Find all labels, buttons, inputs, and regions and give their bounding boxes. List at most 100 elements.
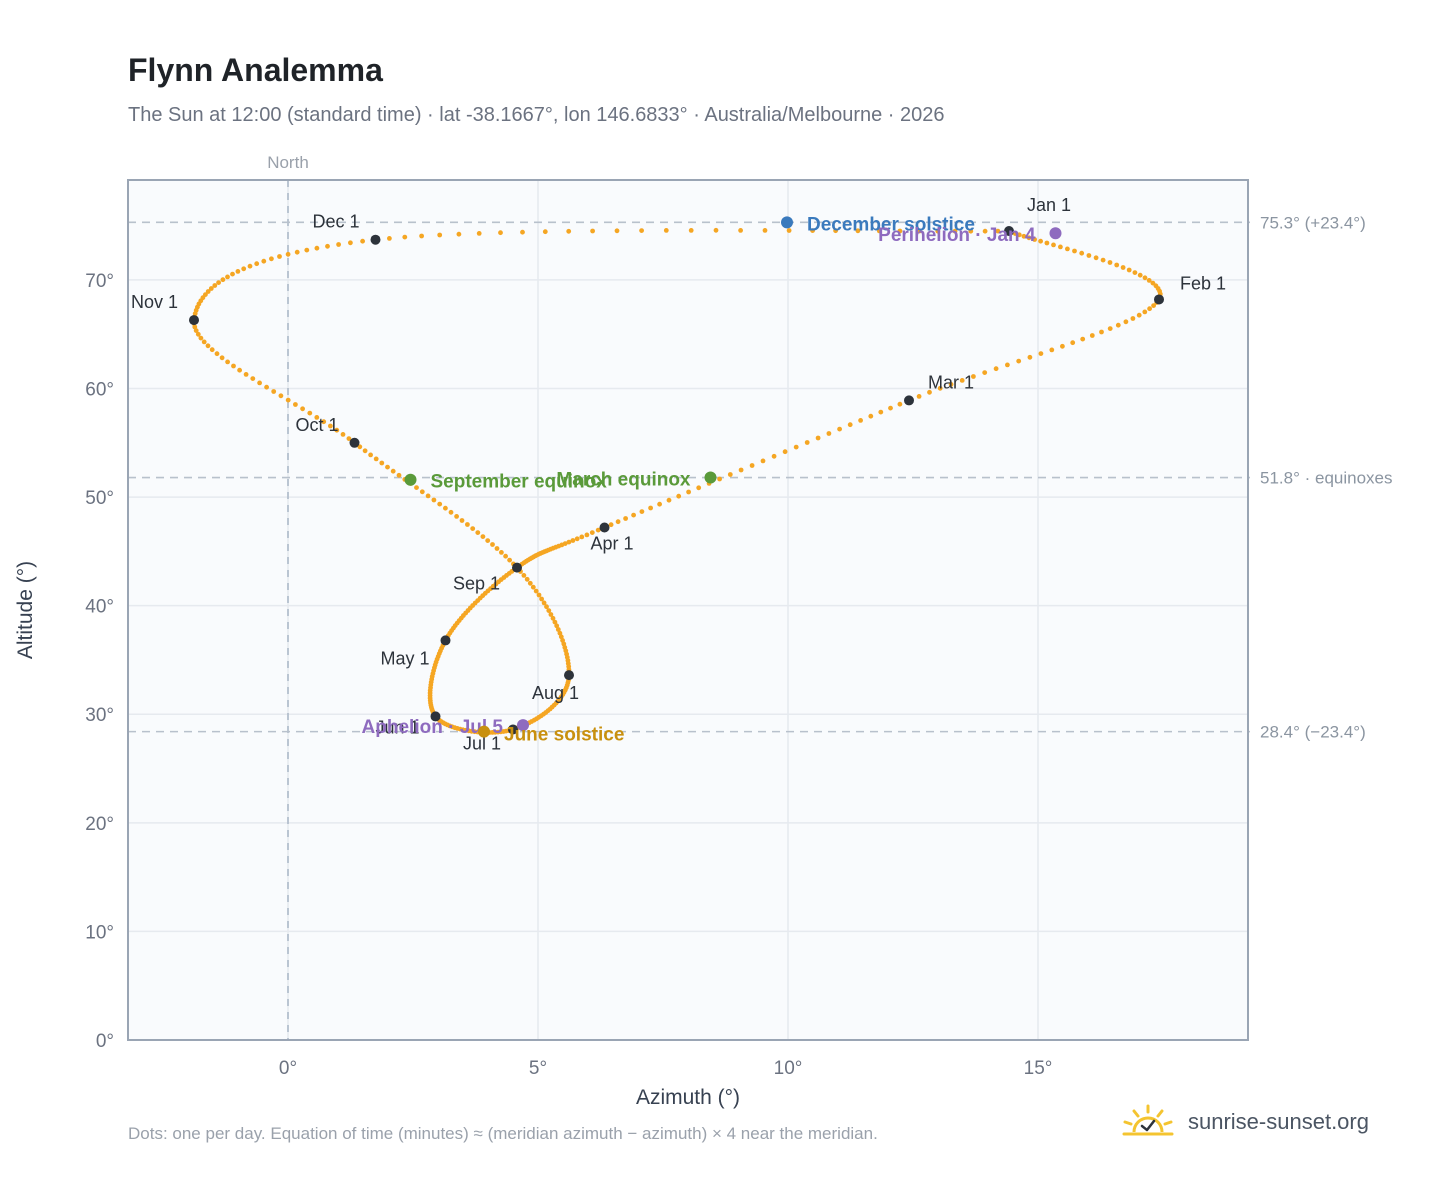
event-label: September equinox (431, 472, 608, 493)
daily-dot (982, 370, 988, 375)
daily-dot (520, 229, 525, 235)
event-marker (1049, 227, 1062, 240)
daily-dot (1137, 272, 1143, 278)
daily-dot (1051, 242, 1056, 248)
daily-dot (269, 256, 274, 262)
daily-dot (304, 247, 310, 253)
daily-dot (771, 453, 777, 459)
daily-dot (917, 228, 922, 234)
daily-dot (300, 406, 305, 412)
month-marker (564, 670, 574, 681)
daily-dot (727, 472, 733, 477)
daily-dot (261, 258, 267, 264)
daily-dot (623, 516, 628, 521)
north-label: North (267, 153, 309, 172)
daily-dot (390, 468, 396, 474)
daily-dot (293, 402, 298, 407)
daily-dot (558, 634, 564, 640)
daily-dot (195, 331, 201, 337)
month-label: Mar 1 (928, 372, 974, 392)
daily-dot (241, 266, 247, 272)
daily-dot (878, 409, 884, 415)
daily-dot (876, 228, 882, 234)
y-axis-title: Altitude (°) (14, 561, 37, 659)
daily-dot (524, 576, 530, 582)
daily-dot (456, 231, 462, 237)
month-label: Apr 1 (591, 533, 634, 553)
x-tick-label: 0° (279, 1058, 297, 1079)
event-marker (404, 473, 417, 486)
daily-dot (786, 228, 792, 233)
daily-dot (666, 497, 672, 503)
daily-dot (498, 230, 503, 236)
daily-dot (815, 435, 821, 441)
daily-dot (760, 458, 766, 464)
daily-dot (555, 627, 561, 632)
brand-link[interactable]: sunrise-sunset.org (1120, 1102, 1369, 1142)
event-marker (517, 719, 529, 732)
daily-dot (360, 238, 365, 244)
daily-dot (1123, 319, 1129, 325)
x-tick-label: 15° (1024, 1058, 1053, 1079)
daily-dot (314, 245, 320, 251)
daily-dot (1086, 253, 1092, 258)
y-tick-label: 40° (85, 597, 114, 618)
brand-name: sunrise-sunset.org (1188, 1109, 1369, 1134)
event-label: Perihelion · Jan 4 (878, 225, 1036, 246)
daily-dot (334, 427, 340, 433)
daily-dot (858, 418, 863, 423)
daily-dot (968, 228, 974, 234)
month-label: Sep 1 (453, 574, 500, 594)
daily-dot (205, 289, 211, 294)
daily-dot (810, 228, 815, 234)
reference-lines: North 75.3° (+23.4°) 51.8° · equinoxes 28.4… (128, 153, 1393, 1040)
daily-dot (208, 286, 214, 291)
daily-dot (271, 389, 277, 394)
month-label: Nov 1 (131, 292, 178, 312)
daily-dot (503, 553, 508, 559)
y-tick-label: 20° (85, 814, 114, 835)
daily-dot (368, 452, 373, 458)
daily-dot (639, 228, 644, 234)
daily-dot (615, 519, 621, 525)
daily-dot (570, 538, 576, 543)
daily-dot (1027, 354, 1033, 360)
daily-dot (470, 526, 476, 531)
daily-dot (193, 328, 199, 333)
reference-line-label: 28.4° (−23.4°) (1260, 723, 1366, 742)
daily-dot (1070, 340, 1076, 346)
plot-border (127, 179, 1249, 1041)
daily-dot (348, 240, 353, 246)
x-axis-title: Azimuth (°) (636, 1086, 740, 1109)
y-tick-label: 30° (85, 705, 114, 726)
daily-dot (507, 557, 512, 563)
daily-dot (203, 292, 208, 297)
daily-dot (235, 269, 241, 274)
daily-dot (1146, 278, 1152, 283)
daily-dot (425, 493, 431, 499)
daily-dot (982, 228, 988, 234)
daily-dot (541, 600, 547, 606)
daily-dot (1151, 303, 1156, 308)
x-tick-label: 10° (774, 1058, 803, 1079)
daily-dot (837, 426, 842, 432)
month-marker (508, 724, 518, 735)
daily-dot (385, 464, 390, 470)
daily-dot (1120, 265, 1126, 270)
daily-dot (307, 410, 313, 416)
daily-dot (1093, 255, 1099, 261)
month-marker (599, 522, 610, 533)
daily-dot (995, 228, 1001, 234)
daily-dot (247, 263, 253, 269)
month-marker (370, 234, 381, 245)
daily-dot (762, 228, 768, 233)
month-label: Jul 1 (463, 733, 501, 753)
daily-dot (1130, 316, 1136, 321)
daily-dot (373, 456, 379, 462)
daily-dot (826, 431, 832, 436)
month-label: Oct 1 (295, 415, 338, 435)
daily-dot (1065, 246, 1070, 252)
daily-dot (948, 382, 954, 387)
daily-dot (225, 359, 231, 365)
daily-dot (1016, 232, 1022, 238)
